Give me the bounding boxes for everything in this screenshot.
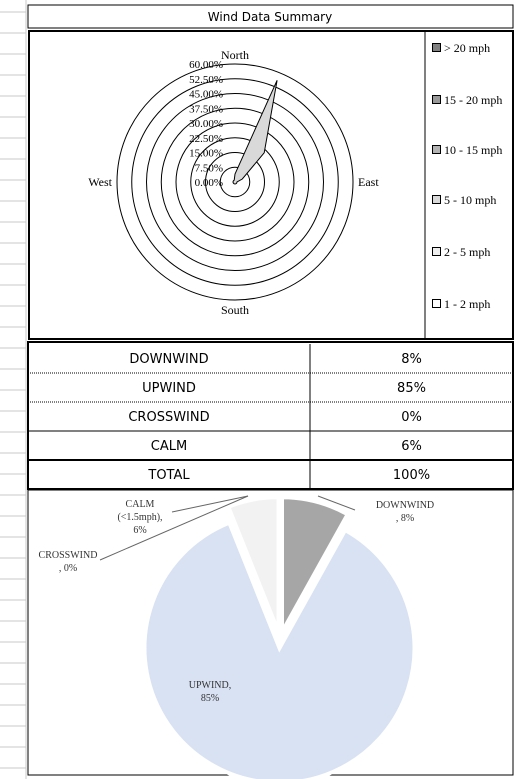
- radar-ring: [175, 122, 295, 242]
- table-label: CROSSWIND: [128, 410, 209, 425]
- pie-data-label: , 8%: [396, 513, 414, 524]
- pie-slice: [225, 495, 281, 633]
- radar-tick-label: 0.00%: [195, 177, 223, 189]
- table-label: CALM: [151, 439, 187, 454]
- pie-data-label: DOWNWIND: [376, 500, 434, 511]
- leader-line: [317, 495, 356, 511]
- table-frame: [27, 341, 514, 490]
- legend-entry: > 20 mph: [432, 42, 516, 55]
- radar-tick-label: 22.50%: [189, 133, 223, 145]
- legend-label: > 20 mph: [444, 41, 491, 55]
- pie-data-label: , 0%: [59, 563, 77, 574]
- legend-label: 15 - 20 mph: [444, 93, 503, 107]
- pie-data-label: CALM: [126, 499, 155, 510]
- table-value: 8%: [401, 352, 422, 367]
- radar-ring: [160, 107, 310, 257]
- pie-slice: [280, 495, 351, 640]
- pie-data-label: 6%: [133, 525, 146, 536]
- table-value: 100%: [393, 468, 430, 483]
- radar-ring: [205, 152, 265, 212]
- table-label: TOTAL: [147, 468, 190, 483]
- table-label: DOWNWIND: [129, 352, 208, 367]
- legend-entry: 2 - 5 mph: [432, 246, 516, 259]
- radar-ring: [219, 166, 251, 198]
- pie-data-label: (<1.5mph),: [117, 512, 162, 523]
- radar-ring: [146, 93, 324, 271]
- legend-entry: 15 - 20 mph: [432, 94, 516, 107]
- radar-tick-label: 45.00%: [189, 89, 223, 101]
- pie-data-label: UPWIND,: [189, 680, 232, 691]
- legend-entry: 1 - 2 mph: [432, 298, 516, 311]
- radar-tick-label: 7.50%: [195, 162, 223, 174]
- legend-swatch: [432, 247, 441, 256]
- legend-label: 2 - 5 mph: [444, 245, 491, 259]
- legend-swatch: [432, 195, 441, 204]
- radar-tick-label: 52.50%: [189, 74, 223, 86]
- legend-swatch: [432, 299, 441, 308]
- radar-tick-label: 15.00%: [189, 148, 223, 160]
- radar-ring: [131, 78, 339, 286]
- leader-line: [171, 495, 249, 513]
- legend-label: 1 - 2 mph: [444, 297, 491, 311]
- table-value: 85%: [397, 381, 426, 396]
- compass-west: West: [88, 175, 112, 189]
- legend-swatch: [432, 43, 441, 52]
- compass-east: East: [358, 175, 379, 189]
- legend-label: 5 - 10 mph: [444, 193, 497, 207]
- compass-north: North: [221, 48, 249, 62]
- radar-tick-label: 60.00%: [189, 59, 223, 71]
- table-value: 6%: [401, 439, 422, 454]
- pie-data-label: CROSSWIND: [39, 550, 98, 561]
- legend-label: 10 - 15 mph: [444, 143, 503, 157]
- compass-south: South: [221, 303, 249, 317]
- table-value: 0%: [401, 410, 422, 425]
- leader-line: [99, 495, 249, 561]
- radar-ring: [116, 63, 354, 301]
- legend-swatch: [432, 145, 441, 154]
- pie-data-label: 85%: [201, 693, 219, 704]
- summary-title: Wind Data Summary: [208, 10, 332, 24]
- table-label: UPWIND: [142, 381, 196, 396]
- legend-entry: 5 - 10 mph: [432, 194, 516, 207]
- radar-ring: [190, 137, 280, 227]
- radar-tick-label: 37.50%: [189, 103, 223, 115]
- legend-entry: 10 - 15 mph: [432, 144, 516, 157]
- radar-tick-label: 30.00%: [189, 118, 223, 130]
- pie-slice: [142, 520, 417, 779]
- radar-area: [232, 80, 278, 185]
- title-box: [27, 4, 514, 29]
- radar-box: [28, 30, 514, 340]
- legend-swatch: [432, 95, 441, 104]
